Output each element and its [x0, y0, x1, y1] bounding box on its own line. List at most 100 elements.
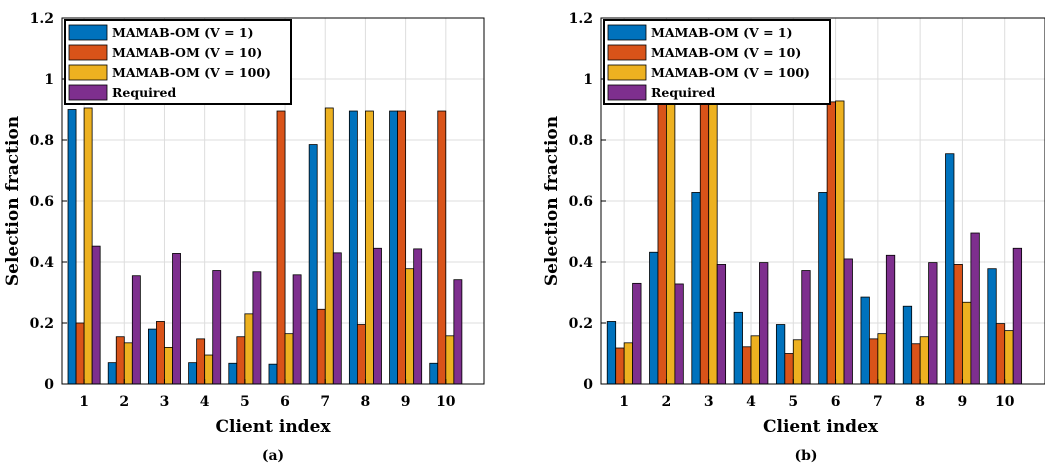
x-tick-label: 8: [361, 394, 371, 410]
bar-s0-c4: [733, 311, 743, 384]
bar-s1-c4: [196, 338, 206, 384]
bar-s3-c9: [970, 232, 980, 384]
x-tick-label: 3: [704, 394, 714, 410]
x-tick-label: 6: [831, 394, 841, 410]
bar-s2-c10: [445, 335, 455, 384]
bar-s0-c5: [775, 324, 786, 384]
bar-s0-c3: [691, 192, 701, 384]
legend-label: MAMAB-OM (V = 1): [651, 25, 793, 40]
bar-s3-c2: [131, 275, 141, 384]
y-tick-label: 1: [44, 72, 54, 88]
y-axis-label: Selection fraction: [3, 116, 23, 286]
y-tick-label: 1: [583, 72, 593, 88]
y-tick-label: 1.2: [569, 11, 593, 27]
x-tick-label: 7: [873, 394, 883, 410]
bar-s0-c6: [818, 192, 828, 384]
bar-s1-c7: [316, 308, 326, 384]
bar-s1-c5: [784, 353, 794, 384]
bar-s0-c8: [348, 110, 358, 384]
bar-s3-c5: [801, 270, 811, 384]
bar-s1-c1: [615, 347, 625, 384]
bar-s3-c8: [928, 262, 938, 384]
bar-s2-c1: [83, 107, 93, 384]
bar-s1-c10: [995, 323, 1006, 384]
bar-s2-c9: [962, 301, 972, 384]
bar-s2-c7: [324, 107, 334, 384]
legend-label: MAMAB-OM (V = 1): [112, 25, 254, 40]
bar-s0-c1: [67, 109, 77, 384]
bar-s2-c6: [284, 333, 294, 384]
bar-s2-c2: [123, 342, 133, 384]
x-tick-label: 6: [280, 394, 290, 410]
x-tick-label: 5: [788, 394, 798, 410]
bar-s2-c1: [623, 342, 634, 384]
bar-s0-c2: [649, 251, 659, 384]
legend-swatch: [68, 64, 108, 81]
bar-s1-c3: [156, 321, 165, 384]
bar-s2-c4: [750, 335, 760, 384]
y-tick-label: 0.6: [30, 194, 54, 210]
x-tick-label: 2: [119, 394, 129, 410]
bar-s0-c4: [188, 362, 198, 384]
bar-s0-c8: [902, 305, 913, 384]
bar-s2-c8: [365, 110, 374, 384]
bar-s2-c2: [666, 99, 676, 384]
bar-s2-c10: [1004, 330, 1014, 384]
bar-s1-c4: [742, 346, 752, 384]
legend: MAMAB-OM (V = 1) MAMAB-OM (V = 10) MAMAB-O…: [64, 19, 292, 105]
y-tick-label: 0.2: [569, 316, 593, 332]
y-tick-label: 0: [44, 377, 54, 393]
x-tick-label: 4: [200, 394, 210, 410]
legend-swatch: [607, 64, 647, 81]
bar-s1-c1: [75, 322, 85, 384]
bar-s0-c6: [268, 363, 278, 384]
bar-s0-c5: [228, 362, 238, 384]
bar-s3-c4: [759, 262, 769, 384]
x-tick-label: 4: [746, 394, 756, 410]
y-tick-label: 0.8: [569, 133, 593, 149]
y-tick-label: 0: [583, 377, 593, 393]
y-tick-label: 0.4: [569, 255, 594, 271]
bar-s3-c1: [91, 245, 101, 384]
y-tick-label: 0.2: [30, 316, 54, 332]
bar-s1-c10: [437, 110, 447, 384]
x-tick-label: 9: [401, 394, 411, 410]
bar-s2-c9: [405, 268, 415, 384]
bar-s0-c9: [389, 110, 398, 384]
bar-s0-c10: [987, 268, 997, 384]
bar-s2-c5: [244, 313, 254, 384]
bar-s2-c3: [164, 346, 173, 384]
bar-s3-c2: [674, 283, 684, 384]
legend-label: MAMAB-OM (V = 10): [112, 45, 262, 60]
bar-s1-c9: [397, 110, 407, 384]
bar-s0-c3: [147, 328, 157, 384]
bar-s2-c6: [835, 100, 845, 384]
x-tick-label: 1: [79, 394, 89, 410]
bar-s1-c7: [869, 338, 879, 384]
x-axis-label: Client index: [763, 417, 879, 437]
legend-label: MAMAB-OM (V = 100): [112, 65, 271, 80]
bar-s3-c10: [453, 279, 463, 384]
legend-swatch: [607, 44, 647, 61]
x-tick-label: 1: [619, 394, 629, 410]
bars: [67, 107, 463, 384]
bar-s1-c9: [953, 264, 963, 384]
bar-s3-c3: [172, 253, 181, 384]
x-tick-label: 10: [995, 394, 1015, 410]
chart-caption: (b): [794, 448, 817, 464]
bar-s2-c7: [877, 333, 887, 384]
bar-s1-c8: [911, 343, 921, 384]
bar-s0-c9: [945, 153, 955, 384]
chart-a: 0 0.2 0.4 0.6 0.8 1 1.2 1 2 3 4 5 6 7 8 9 10 Client index…: [3, 11, 485, 464]
bar-s3-c7: [885, 254, 896, 384]
legend-label: MAMAB-OM (V = 100): [651, 65, 810, 80]
legend-swatch: [68, 24, 108, 41]
legend: MAMAB-OM (V = 1) MAMAB-OM (V = 10) MAMAB-O…: [603, 19, 831, 105]
bar-s1-c3: [699, 99, 710, 384]
bar-s3-c5: [252, 271, 262, 384]
bar-s1-c6: [276, 110, 286, 384]
x-tick-label: 2: [662, 394, 672, 410]
legend-swatch: [68, 44, 108, 61]
x-tick-label: 5: [240, 394, 250, 410]
